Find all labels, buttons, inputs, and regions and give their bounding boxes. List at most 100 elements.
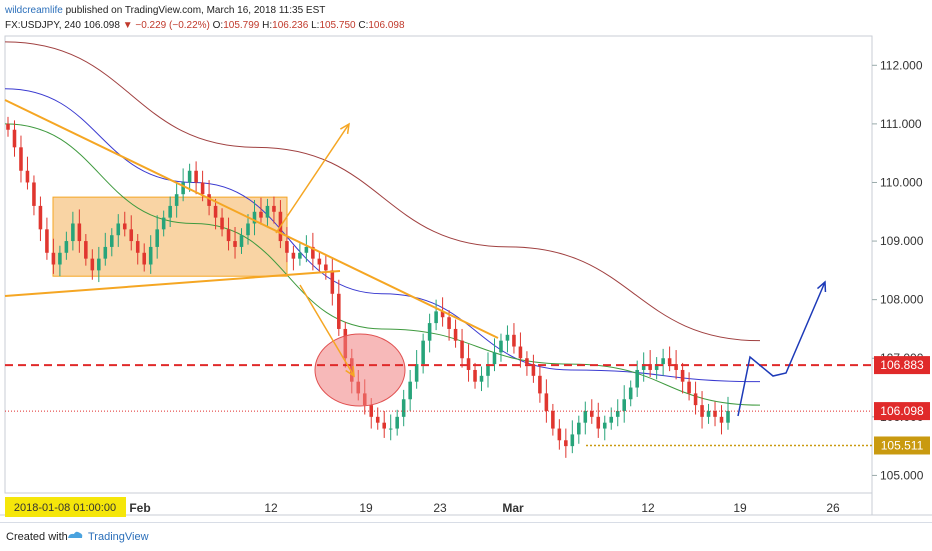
candle-body xyxy=(453,328,458,341)
footer: Created with TradingView xyxy=(0,522,932,551)
candle-body xyxy=(622,399,626,411)
candle-body xyxy=(259,211,263,218)
candle-body xyxy=(583,410,588,423)
candle-body xyxy=(440,311,445,318)
candle-body xyxy=(311,246,315,259)
candle-body xyxy=(122,223,127,230)
candle-body xyxy=(706,410,711,417)
candle-body xyxy=(551,410,555,429)
candle-body xyxy=(168,205,172,218)
price-badge-label: 106.098 xyxy=(880,404,924,418)
y-tick-label: 108.000 xyxy=(880,293,924,307)
candle-body xyxy=(479,375,484,382)
candle-body xyxy=(220,217,224,230)
candle-body xyxy=(129,229,134,242)
x-tick-label: 19 xyxy=(733,501,747,515)
candle-body xyxy=(512,334,516,347)
candle-body xyxy=(661,358,665,365)
candle-body xyxy=(246,223,250,236)
candle-body xyxy=(142,252,146,265)
price-badge-label: 106.883 xyxy=(880,358,924,372)
publish-info: wildcreamlife published on TradingView.c… xyxy=(5,5,325,16)
candle-body xyxy=(414,364,419,382)
candle-body xyxy=(505,334,510,341)
candle-body xyxy=(570,434,575,447)
forecast-arrow xyxy=(737,281,826,417)
tradingview-logo-icon xyxy=(66,529,84,546)
candle-body xyxy=(460,340,464,359)
ascending-trendline xyxy=(4,270,341,297)
candle-body xyxy=(58,252,62,265)
candle-body xyxy=(25,170,30,183)
candle-body xyxy=(596,416,601,429)
candle-body xyxy=(324,264,328,271)
candle-body xyxy=(628,387,633,400)
candle-body xyxy=(161,217,166,230)
published-text: published on TradingView.com, March 16, … xyxy=(65,5,326,16)
y-tick-label: 111.000 xyxy=(880,117,922,131)
candle-body xyxy=(544,393,549,411)
chart-header: wildcreamlife published on TradingView.c… xyxy=(0,0,932,36)
candle-body xyxy=(77,223,82,242)
created-with-text: Created with xyxy=(6,531,68,543)
candle-body xyxy=(174,194,179,206)
symbol-label: FX:USDJPY, 240 xyxy=(5,20,81,31)
candle-body xyxy=(155,229,159,247)
low-label: L: xyxy=(311,20,320,31)
candle-body xyxy=(531,364,536,376)
author-link[interactable]: wildcreamlife xyxy=(5,5,63,16)
candle-body xyxy=(713,410,717,417)
candle-body xyxy=(557,428,562,441)
candle-body xyxy=(615,410,620,417)
candle-body xyxy=(103,246,108,259)
tradingview-brand[interactable]: TradingView xyxy=(88,531,149,543)
candle-body xyxy=(291,252,296,259)
candle-body xyxy=(71,223,75,242)
candle-body xyxy=(602,422,607,429)
x-tick-label: 23 xyxy=(433,501,447,515)
price-badge xyxy=(874,436,930,455)
candle-body xyxy=(148,246,153,265)
candle-body xyxy=(499,340,503,353)
price-badge xyxy=(874,402,930,421)
candle-body xyxy=(427,323,432,341)
x-tick-label: 12 xyxy=(641,501,655,515)
candle-body xyxy=(110,235,114,247)
ma-red-line xyxy=(4,41,761,342)
candle-body xyxy=(265,205,270,218)
price-chart[interactable]: 112.000111.000110.000109.000108.000107.0… xyxy=(0,0,932,522)
candle-body xyxy=(84,241,88,259)
candle-body xyxy=(330,270,335,294)
candle-body xyxy=(304,246,309,253)
candle-body xyxy=(233,241,237,247)
candle-body xyxy=(116,223,121,236)
candle-body xyxy=(38,205,43,230)
candle-body xyxy=(298,252,302,259)
candle-body xyxy=(272,205,276,212)
candle-body xyxy=(239,235,244,247)
candle-body xyxy=(252,211,257,224)
candle-body xyxy=(564,440,568,447)
candle-body xyxy=(667,358,672,365)
candle-body xyxy=(19,147,23,171)
open-value: 105.799 xyxy=(223,20,260,31)
candle-body xyxy=(382,422,386,429)
candle-body xyxy=(187,170,192,183)
candle-body xyxy=(51,252,56,265)
candle-body xyxy=(538,375,542,394)
candle-body xyxy=(421,340,425,365)
candle-body xyxy=(687,381,691,394)
x-tick-label: Mar xyxy=(502,501,524,515)
candle-body xyxy=(388,428,393,430)
candle-body xyxy=(700,405,704,417)
candle-body xyxy=(408,381,412,400)
y-tick-label: 109.000 xyxy=(880,234,924,248)
candle-body xyxy=(226,229,231,242)
high-label: H: xyxy=(262,20,273,31)
candle-body xyxy=(577,422,581,435)
start-date-label: 2018-01-08 01:00:00 xyxy=(14,502,116,514)
breakdown-arrow xyxy=(299,284,355,377)
candle-body xyxy=(200,182,205,195)
candle-body xyxy=(466,358,471,370)
candle-body xyxy=(64,241,69,253)
